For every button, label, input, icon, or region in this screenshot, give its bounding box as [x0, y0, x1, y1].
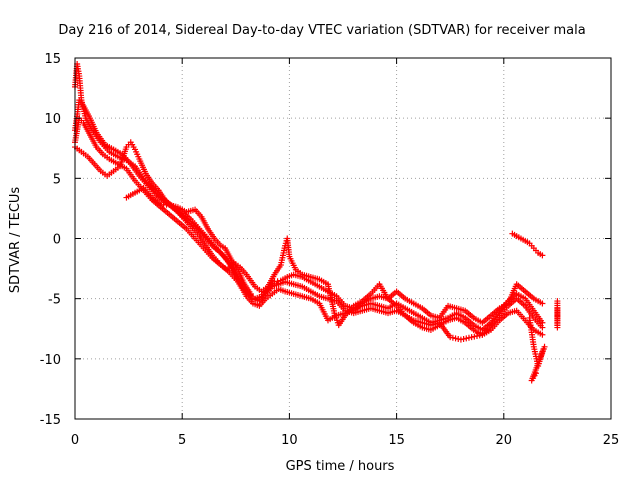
data-point — [471, 333, 478, 340]
data-point — [532, 370, 539, 377]
data-point — [447, 334, 454, 341]
x-tick-label: 25 — [603, 433, 620, 448]
data-point — [449, 334, 456, 341]
data-point — [474, 332, 480, 339]
chart-title: Day 216 of 2014, Sidereal Day-to-day VTE… — [58, 23, 585, 38]
data-point — [460, 335, 467, 342]
data-point — [539, 300, 546, 307]
data-point — [247, 290, 254, 297]
y-tick-label: -10 — [40, 353, 61, 368]
y-tick-label: 10 — [44, 112, 61, 127]
y-tick-label: 0 — [53, 233, 61, 248]
data-point — [539, 252, 546, 259]
data-point — [463, 335, 470, 342]
grid — [75, 58, 611, 419]
data-point — [539, 331, 546, 338]
data-point — [465, 334, 472, 341]
y-tick-label: 15 — [44, 52, 61, 67]
x-tick-label: 20 — [496, 433, 513, 448]
x-tick-label: 10 — [281, 433, 298, 448]
data-point — [554, 305, 561, 312]
data-point — [468, 334, 475, 341]
data-point — [457, 336, 464, 343]
x-axis-label: GPS time / hours — [286, 459, 395, 474]
y-tick-label: -15 — [40, 413, 61, 428]
x-tick-label: 5 — [178, 433, 186, 448]
data-point — [539, 324, 546, 331]
data-point — [452, 335, 459, 342]
data-point — [455, 335, 462, 342]
data-points — [72, 61, 561, 384]
y-tick-label: 5 — [53, 172, 61, 187]
axis-ticks: 0 5 10 15 20 25 -15 -10 -5 0 5 10 15 — [40, 52, 620, 448]
y-axis-label: SDTVAR / TECUs — [8, 187, 23, 294]
data-point — [274, 278, 281, 285]
y-tick-label: -5 — [48, 293, 61, 308]
x-tick-label: 15 — [388, 433, 405, 448]
x-tick-label: 0 — [71, 433, 79, 448]
